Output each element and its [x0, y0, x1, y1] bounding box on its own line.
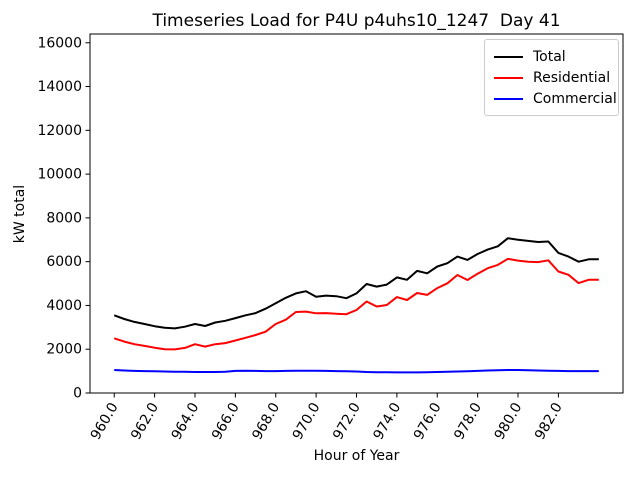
y-tick-label: 8000 [46, 210, 82, 226]
y-tick-label: 0 [73, 386, 82, 402]
y-tick-label: 2000 [46, 342, 82, 358]
legend-label-total: Total [533, 48, 566, 65]
x-tick-label: 964.0 [169, 400, 203, 443]
series-line-commercial [114, 369, 599, 374]
chart-title: Timeseries Load for P4U p4uhs10_1247 Day… [152, 11, 561, 31]
legend-item-commercial: Commercial [494, 88, 617, 109]
x-tick-label: 966.0 [209, 400, 243, 443]
y-tick-label: 6000 [46, 254, 82, 270]
legend-item-total: Total [494, 46, 614, 67]
x-tick-label: 976.0 [411, 400, 445, 443]
x-tick-label: 970.0 [290, 400, 324, 443]
legend-item-residential: Residential [494, 67, 614, 88]
x-tick-label: 974.0 [370, 400, 404, 443]
series-line-residential [113, 257, 599, 351]
total-line-swatch-icon [494, 55, 523, 58]
commercial-line-swatch-icon [494, 97, 523, 100]
x-tick-label: 972.0 [330, 400, 364, 443]
y-tick-label: 4000 [46, 298, 82, 314]
x-tick-label: 968.0 [249, 400, 283, 443]
x-tick-label: 962.0 [128, 400, 162, 443]
residential-line-swatch-icon [494, 76, 523, 79]
y-tick-label: 16000 [37, 35, 82, 51]
x-tick-label: 978.0 [451, 400, 485, 443]
legend-label-residential: Residential [533, 69, 611, 86]
y-tick-label: 10000 [37, 167, 82, 183]
x-tick-label: 960.0 [88, 400, 122, 443]
y-tick-label: 14000 [37, 79, 82, 95]
y-tick-label: 12000 [37, 123, 82, 139]
x-tick-label: 980.0 [492, 400, 526, 443]
legend: Total Residential Commercial [484, 39, 619, 116]
legend-label-commercial: Commercial [533, 90, 617, 107]
series-line-total [113, 237, 599, 330]
x-axis-label: Hour of Year [313, 448, 400, 464]
x-tick-label: 982.0 [532, 400, 566, 443]
